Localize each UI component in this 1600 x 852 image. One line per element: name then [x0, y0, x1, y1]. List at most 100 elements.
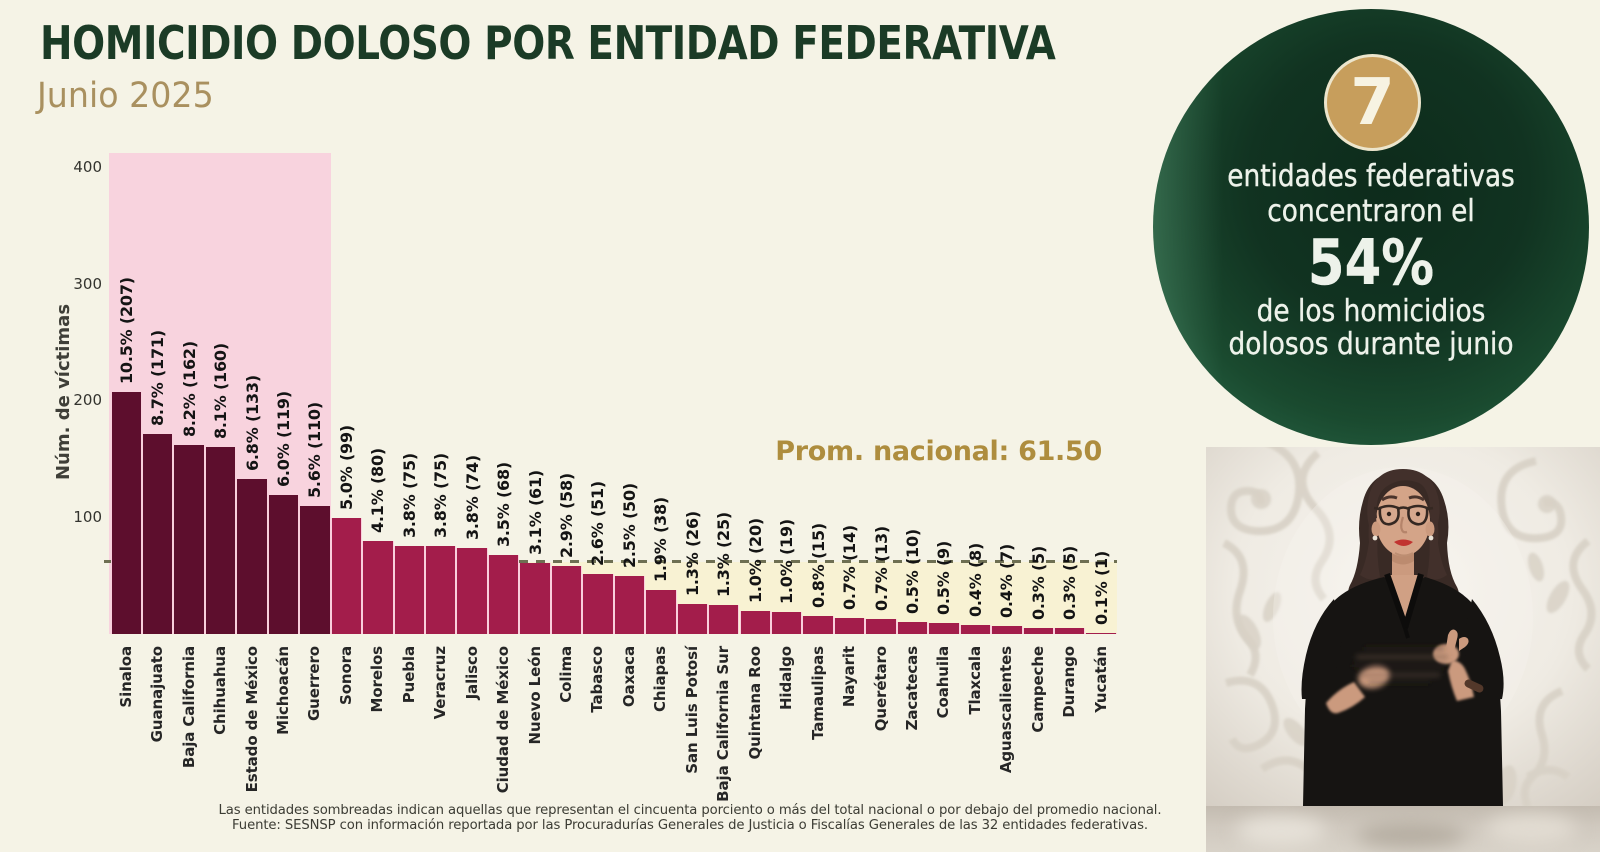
- bar-value-label: 3.8% (74): [462, 454, 482, 540]
- bar-Querétaro: [865, 618, 897, 634]
- bar-value-label: 8.2% (162): [179, 340, 199, 437]
- average-dashed-line: [519, 560, 1117, 564]
- bar-Tabasco: [582, 574, 614, 634]
- state-label: Jalisco: [462, 646, 481, 700]
- highlight-badge-circle: 7 entidades federativas concentraron el …: [1153, 9, 1589, 445]
- bar-Michoacán: [267, 495, 300, 634]
- bar-Quintana Roo: [739, 610, 771, 634]
- national-average-label: Prom. nacional: 61.50: [775, 436, 1102, 467]
- video-blur-strip: [1206, 806, 1600, 852]
- bar-Chiapas: [645, 589, 677, 634]
- state-label: San Luis Potosí: [682, 646, 701, 774]
- bar-Campeche: [1022, 628, 1054, 634]
- bar-Zacatecas: [896, 622, 929, 634]
- bar-value-label: 5.0% (99): [336, 425, 356, 511]
- bar-Nuevo León: [519, 562, 551, 634]
- bar-Sonora: [330, 518, 363, 634]
- bar-Jalisco: [456, 547, 488, 634]
- bar-Coahuila: [928, 623, 960, 634]
- sign-language-interpreter-video: [1206, 437, 1600, 810]
- bar-value-label: 2.5% (50): [619, 482, 639, 568]
- badge-number-circle: 7: [1324, 54, 1421, 151]
- state-label: Estado de México: [242, 646, 261, 793]
- state-label: Sinaloa: [116, 646, 135, 708]
- bar-value-label: 2.9% (58): [557, 473, 577, 559]
- bar-Tamaulipas: [802, 616, 834, 634]
- bar-value-label: 3.5% (68): [494, 461, 514, 547]
- state-label: Tamaulipas: [808, 646, 827, 740]
- y-tick-label: 400: [73, 157, 102, 176]
- page-subtitle: Junio 2025: [37, 76, 214, 116]
- bar-value-label: 0.5% (9): [934, 541, 954, 616]
- state-label: Ciudad de México: [494, 646, 513, 794]
- badge-line-4: dolosos durante junio: [1228, 327, 1514, 362]
- state-label: Oaxaca: [619, 646, 638, 708]
- bar-value-label: 5.6% (110): [305, 401, 325, 498]
- bar-value-label: 0.3% (5): [1028, 546, 1048, 621]
- badge-line-2: concentraron el: [1267, 194, 1475, 229]
- y-axis-title: Núm. de víctimas: [53, 303, 74, 481]
- state-label: Baja California: [179, 646, 198, 769]
- bar-value-label: 1.3% (25): [714, 511, 734, 597]
- state-label: Tlaxcala: [965, 646, 984, 715]
- state-label: Campeche: [1028, 646, 1047, 733]
- state-label: Baja California Sur: [714, 646, 733, 802]
- bar-value-label: 8.1% (160): [211, 343, 231, 440]
- interpreter-person: [1301, 469, 1504, 806]
- bar-Baja California: [173, 444, 205, 634]
- bar-Puebla: [393, 546, 425, 634]
- bar-value-label: 0.4% (7): [997, 543, 1017, 618]
- y-tick-label: 300: [73, 274, 102, 293]
- bar-Colima: [550, 566, 583, 634]
- bar-value-label: 10.5% (207): [116, 277, 136, 385]
- badge-line-3: de los homicidios: [1256, 294, 1486, 329]
- state-label: Michoacán: [273, 646, 292, 735]
- state-label: Quintana Roo: [745, 646, 764, 760]
- state-label: Coahuila: [934, 646, 953, 719]
- bar-value-label: 0.4% (8): [965, 542, 985, 617]
- bar-value-label: 1.9% (38): [651, 496, 671, 582]
- state-label: Querétaro: [871, 646, 890, 732]
- bar-value-label: 0.3% (5): [1060, 546, 1080, 621]
- footnote-shading: Las entidades sombreadas indican aquella…: [218, 803, 1162, 818]
- state-label: Colima: [557, 646, 576, 703]
- bar-Morelos: [362, 540, 394, 634]
- state-label: Aguascalientes: [997, 646, 1016, 774]
- state-label: Puebla: [399, 646, 418, 704]
- page-title: HOMICIDIO DOLOSO POR ENTIDAD FEDERATIVA: [40, 16, 1056, 70]
- y-tick-label: 200: [73, 391, 102, 410]
- bar-San Luis Potosí: [676, 603, 709, 634]
- bar-Tlaxcala: [959, 624, 992, 634]
- bar-value-label: 3.8% (75): [399, 453, 419, 539]
- bar-value-label: 6.0% (119): [273, 391, 293, 487]
- state-label: Morelos: [368, 646, 387, 713]
- bar-Chihuahua: [204, 447, 237, 634]
- bar-value-label: 0.1% (1): [1091, 550, 1111, 625]
- bar-value-label: 3.8% (75): [431, 453, 451, 539]
- state-label: Sonora: [336, 646, 355, 706]
- bar-value-label: 3.1% (61): [525, 469, 545, 555]
- footnotes: Las entidades sombreadas indican aquella…: [140, 803, 1240, 833]
- bar-value-label: 4.1% (80): [368, 447, 388, 533]
- y-tick-label: 100: [73, 508, 102, 527]
- state-label: Hidalgo: [777, 646, 796, 711]
- state-label: Guanajuato: [148, 646, 167, 743]
- bar-Ciudad de México: [487, 554, 520, 634]
- bar-value-label: 0.5% (10): [902, 529, 922, 615]
- bar-Guerrero: [299, 505, 331, 634]
- state-label: Chihuahua: [211, 646, 230, 735]
- bar-Durango: [1054, 628, 1086, 634]
- state-label: Chiapas: [651, 646, 670, 713]
- bar-Aguascalientes: [991, 625, 1023, 634]
- bar-Hidalgo: [770, 611, 803, 634]
- bar-value-label: 1.3% (26): [682, 510, 702, 596]
- bar-value-label: 6.8% (133): [242, 374, 262, 471]
- bar-value-label: 8.7% (171): [148, 330, 168, 427]
- bar-Estado de México: [236, 478, 268, 634]
- state-label: Veracruz: [431, 646, 450, 720]
- bar-Oaxaca: [613, 575, 646, 634]
- average-line-stub: [104, 560, 116, 564]
- state-label: Yucatán: [1091, 646, 1110, 713]
- state-label: Zacatecas: [902, 646, 921, 731]
- bar-Baja California Sur: [708, 604, 740, 634]
